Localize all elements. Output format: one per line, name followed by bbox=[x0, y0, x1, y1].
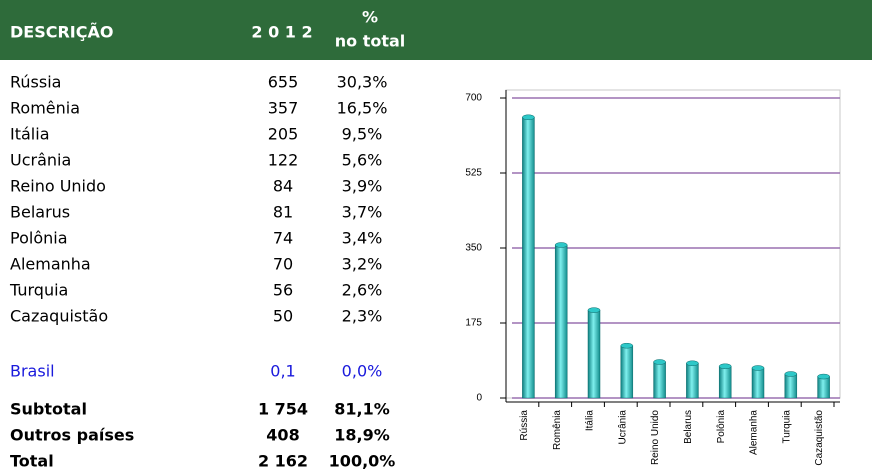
row-name: Total bbox=[10, 452, 54, 471]
row-percent: 18,9% bbox=[334, 426, 390, 445]
header-year: 2 0 1 2 bbox=[251, 23, 312, 42]
row-value: 56 bbox=[273, 281, 293, 300]
row-percent: 5,6% bbox=[342, 151, 383, 170]
y-tick-label: 350 bbox=[465, 243, 482, 254]
x-tick-label: Alemanha bbox=[749, 410, 760, 455]
y-tick-label: 0 bbox=[476, 393, 482, 404]
bar-cap bbox=[653, 359, 666, 365]
row-name: Reino Unido bbox=[10, 177, 106, 196]
bar bbox=[653, 361, 666, 399]
row-percent: 3,4% bbox=[342, 229, 383, 248]
row-name: Rússia bbox=[10, 73, 61, 92]
bar-cap bbox=[751, 365, 765, 371]
x-tick-label: Belarus bbox=[683, 410, 694, 444]
y-tick-label: 525 bbox=[465, 168, 482, 179]
bar-cap bbox=[522, 114, 535, 121]
table: Rússia 655 30,3% Romênia 357 16,5% Itália 205 9,… bbox=[9, 73, 395, 471]
bar-cap bbox=[784, 371, 798, 377]
y-tick-label: 700 bbox=[465, 93, 482, 104]
bar-cap bbox=[587, 307, 601, 313]
x-tick-label: Ucrânia bbox=[617, 410, 628, 445]
chart: 0 175 350 525 700 Rússia Romênia Itália Ucrânia R… bbox=[465, 89, 841, 466]
row-name: Brasil bbox=[10, 362, 55, 381]
row-value: 122 bbox=[268, 151, 299, 170]
bar bbox=[554, 244, 568, 399]
x-tick-label: Romênia bbox=[552, 410, 563, 450]
bar bbox=[620, 345, 634, 399]
x-tick-label: Itália bbox=[585, 410, 596, 432]
row-value: 74 bbox=[273, 229, 293, 248]
row-percent: 9,5% bbox=[342, 125, 383, 144]
row-value: 50 bbox=[273, 307, 293, 326]
row-name: Belarus bbox=[10, 203, 70, 222]
header-description: DESCRIÇÃO bbox=[10, 23, 113, 42]
row-name: Outros países bbox=[10, 426, 134, 445]
row-percent: 100,0% bbox=[329, 452, 396, 471]
row-value: 357 bbox=[268, 99, 299, 118]
bar-cap bbox=[718, 363, 732, 370]
row-value: 0,1 bbox=[270, 362, 295, 381]
header-percent: % bbox=[362, 8, 378, 27]
row-name: Polônia bbox=[10, 229, 68, 248]
row-name: Turquia bbox=[9, 281, 68, 300]
x-tick-label: Polônia bbox=[716, 410, 727, 444]
x-tick-label: Cazaquistão bbox=[814, 410, 825, 466]
row-value: 408 bbox=[266, 426, 299, 445]
row-value: 205 bbox=[268, 125, 299, 144]
row-percent: 16,5% bbox=[337, 99, 388, 118]
row-percent: 0,0% bbox=[342, 362, 383, 381]
row-name: Ucrânia bbox=[10, 151, 71, 170]
x-tick-label: Reino Unido bbox=[650, 410, 661, 465]
row-value: 81 bbox=[273, 203, 293, 222]
header-total: no total bbox=[335, 32, 406, 51]
row-value: 1 754 bbox=[258, 400, 308, 419]
row-percent: 30,3% bbox=[337, 73, 388, 92]
bar-cap bbox=[686, 360, 699, 367]
bar bbox=[751, 367, 765, 399]
row-name: Subtotal bbox=[10, 400, 87, 419]
bar bbox=[718, 366, 732, 399]
row-value: 84 bbox=[273, 177, 293, 196]
row-percent: 2,3% bbox=[342, 307, 383, 326]
row-value: 70 bbox=[273, 255, 293, 274]
row-name: Alemanha bbox=[10, 255, 91, 274]
bar bbox=[522, 117, 535, 399]
bar bbox=[587, 309, 601, 399]
bar bbox=[784, 373, 798, 399]
bar bbox=[817, 376, 830, 399]
bar bbox=[686, 363, 699, 399]
row-percent: 3,9% bbox=[342, 177, 383, 196]
row-percent: 2,6% bbox=[342, 281, 383, 300]
header-bar bbox=[0, 0, 872, 60]
bar-cap bbox=[620, 342, 634, 349]
row-percent: 81,1% bbox=[334, 400, 390, 419]
x-tick-label: Turquia bbox=[781, 410, 792, 444]
row-name: Romênia bbox=[10, 99, 80, 118]
row-percent: 3,7% bbox=[342, 203, 383, 222]
row-name: Cazaquistão bbox=[10, 307, 108, 326]
row-percent: 3,2% bbox=[342, 255, 383, 274]
bar-cap bbox=[554, 242, 568, 248]
y-tick-label: 175 bbox=[465, 318, 482, 329]
x-tick-label: Rússia bbox=[519, 410, 530, 441]
row-value: 655 bbox=[268, 73, 299, 92]
row-value: 2 162 bbox=[258, 452, 308, 471]
row-name: Itália bbox=[10, 125, 50, 144]
bar-cap bbox=[817, 373, 830, 380]
